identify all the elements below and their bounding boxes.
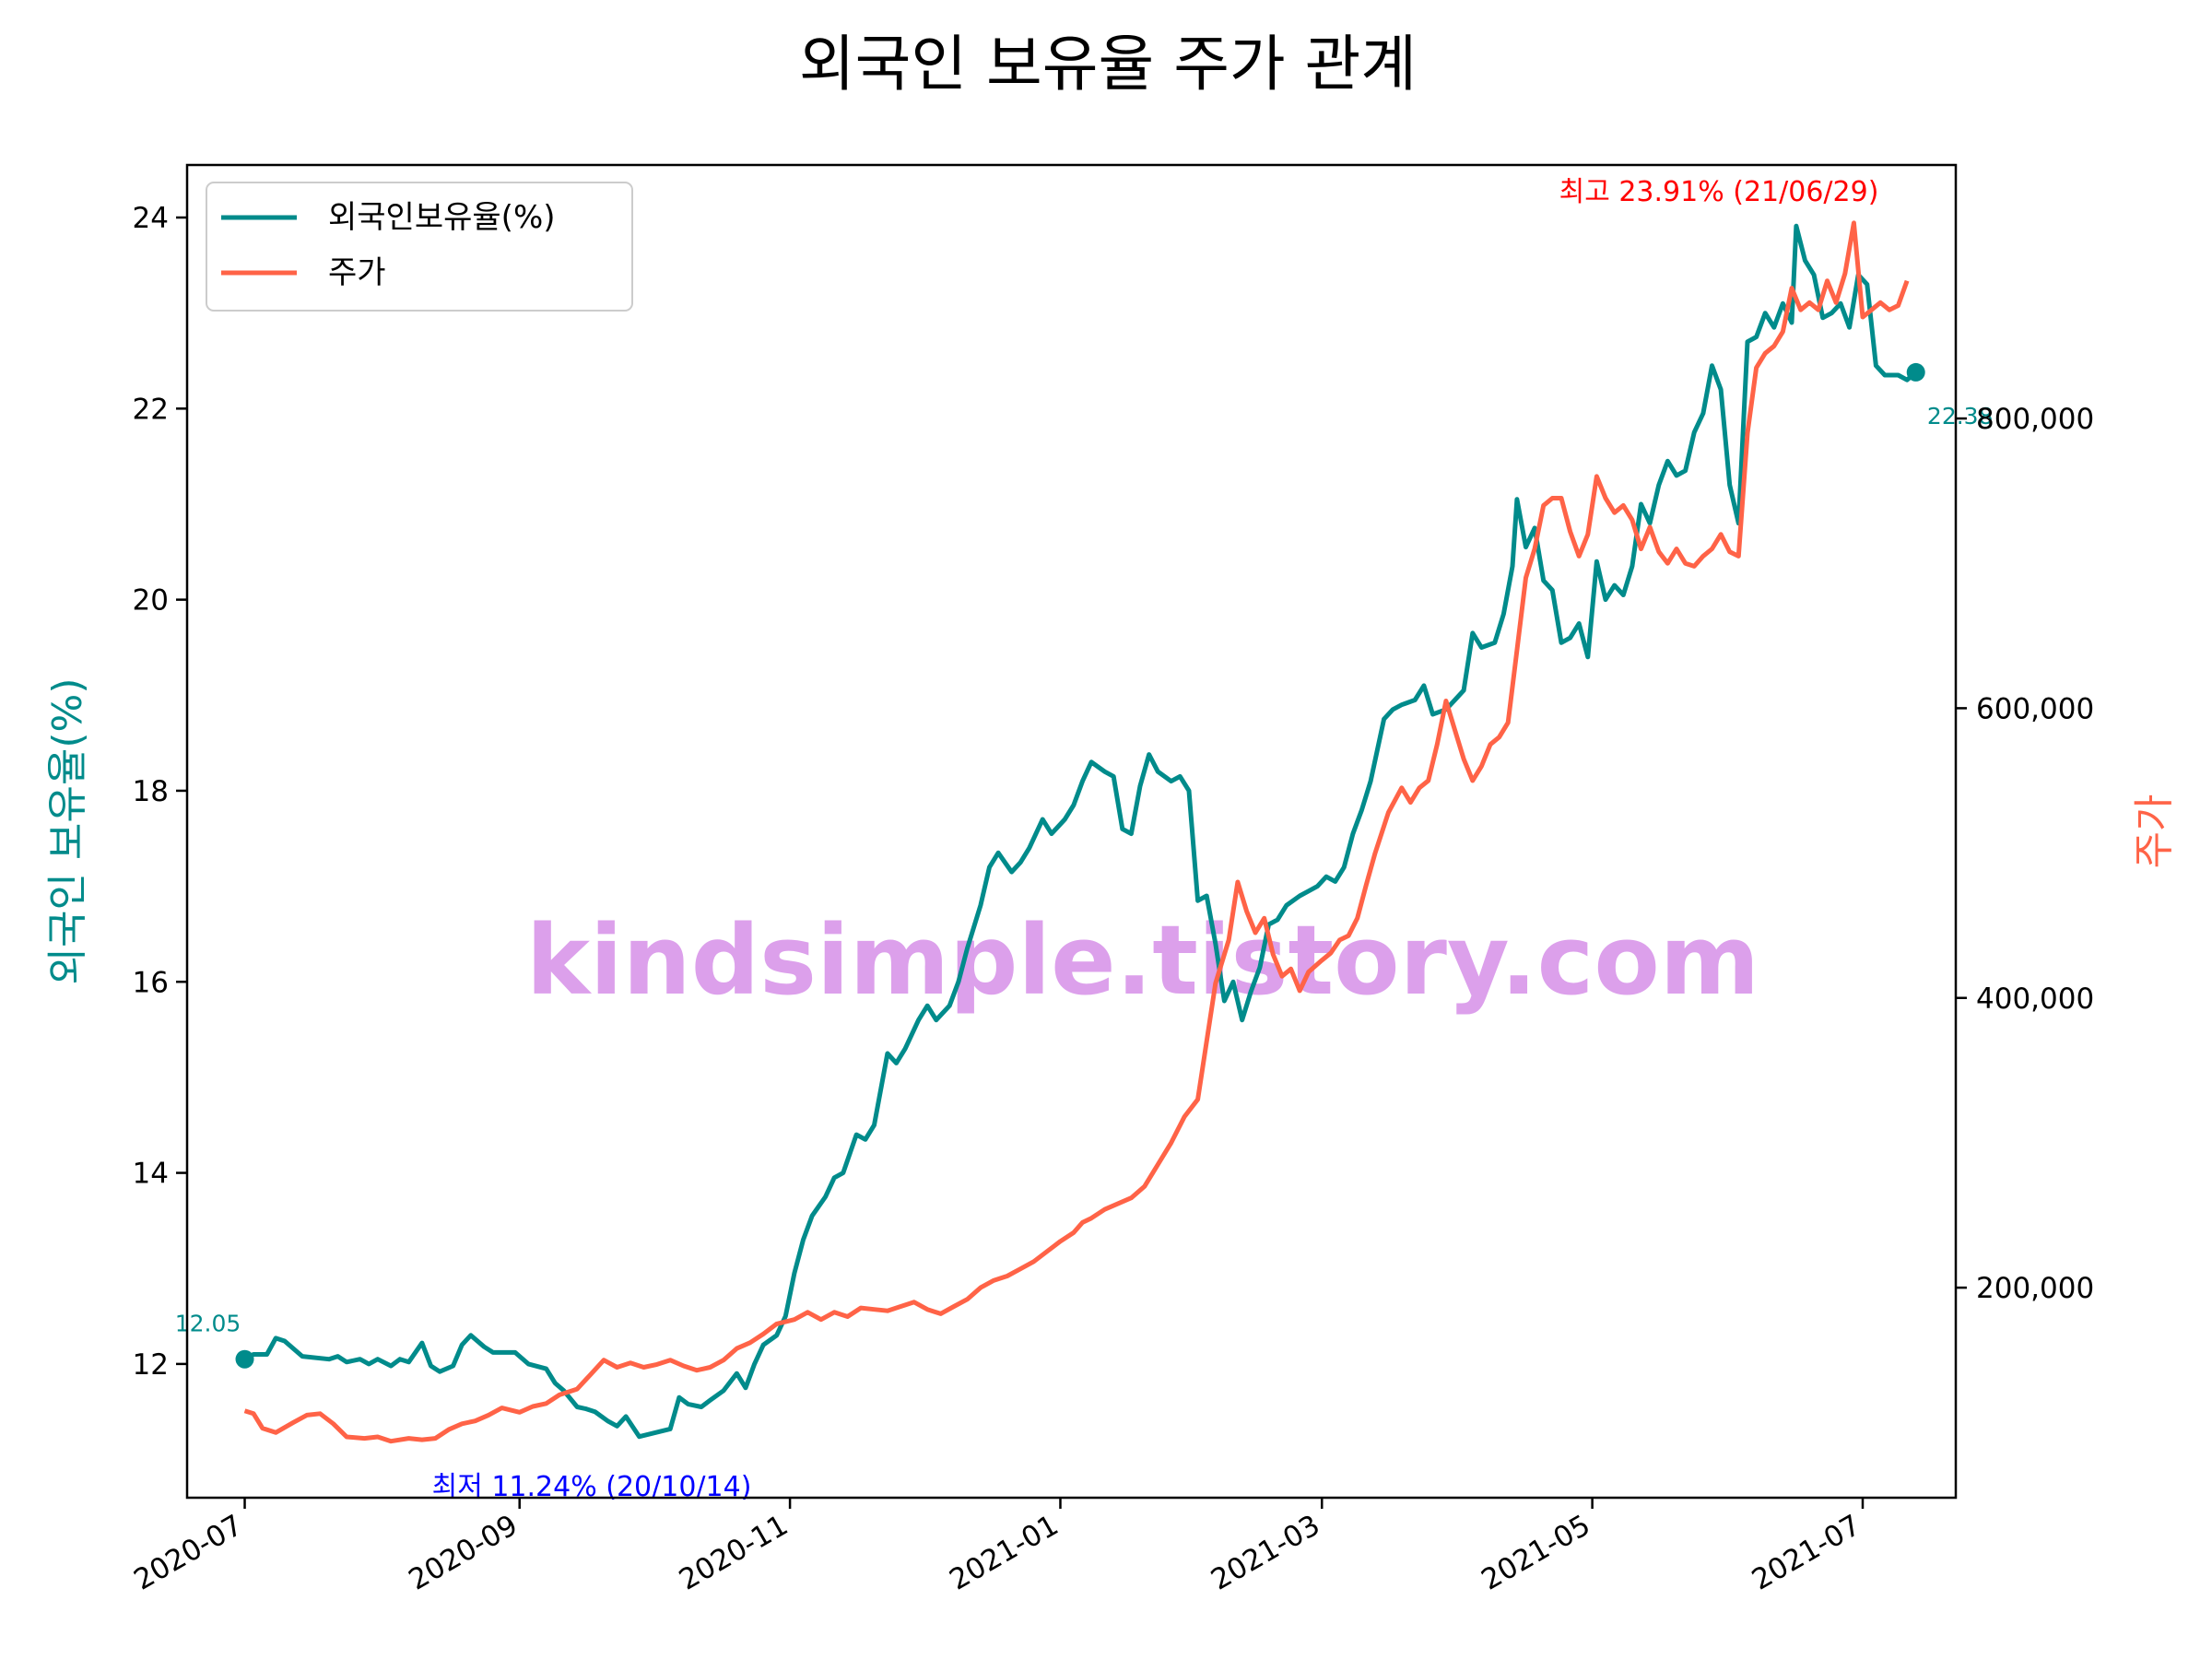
x-tick-label: 2020-09 xyxy=(404,1509,524,1597)
x-tick-label: 2021-03 xyxy=(1206,1509,1325,1597)
legend-label-price-line: 주가 xyxy=(328,254,386,291)
end-value-label: 22.38 xyxy=(1927,403,1994,429)
y-right-tick-label: 400,000 xyxy=(1976,982,2094,1016)
y-left-axis-title: 외국인 보유율(%) xyxy=(44,677,91,984)
price-line xyxy=(243,220,1910,1444)
y-right-tick-label: 200,000 xyxy=(1976,1272,2094,1305)
end-point-marker xyxy=(1906,362,1925,382)
legend-label-ownership-line: 외국인보유율(%) xyxy=(328,199,556,236)
chart-title: 외국인 보유율 주가 관계 xyxy=(799,29,1417,100)
start-value-label: 12.05 xyxy=(175,1311,241,1337)
y-left-tick-label: 16 xyxy=(133,966,169,999)
x-tick-label: 2020-07 xyxy=(128,1509,248,1597)
y-left-tick-label: 14 xyxy=(133,1158,169,1191)
y-right-tick-label: 800,000 xyxy=(1976,403,2094,436)
y-left-tick-label: 12 xyxy=(133,1348,169,1382)
y-left-tick-label: 22 xyxy=(133,393,169,426)
y-left-tick-label: 18 xyxy=(133,775,169,808)
y-right-tick-label: 600,000 xyxy=(1976,692,2094,725)
x-tick-label: 2021-07 xyxy=(1747,1509,1866,1597)
ownership-line xyxy=(243,223,1918,1440)
x-tick-label: 2020-11 xyxy=(674,1509,794,1597)
plot-frame xyxy=(185,163,1958,1500)
y-left-tick-label: 24 xyxy=(133,202,169,235)
max-annotation: 최고 23.91% (21/06/29) xyxy=(1559,176,1879,208)
x-tick-label: 2021-01 xyxy=(944,1509,1064,1597)
watermark-text: kindsimple.tistory.com xyxy=(526,904,1759,1017)
x-tick-label: 2021-05 xyxy=(1476,1509,1595,1597)
legend-box xyxy=(206,182,633,312)
y-right-axis-title: 주가 xyxy=(2131,794,2178,869)
start-point-marker xyxy=(235,1349,254,1369)
y-left-tick-label: 20 xyxy=(133,584,169,618)
